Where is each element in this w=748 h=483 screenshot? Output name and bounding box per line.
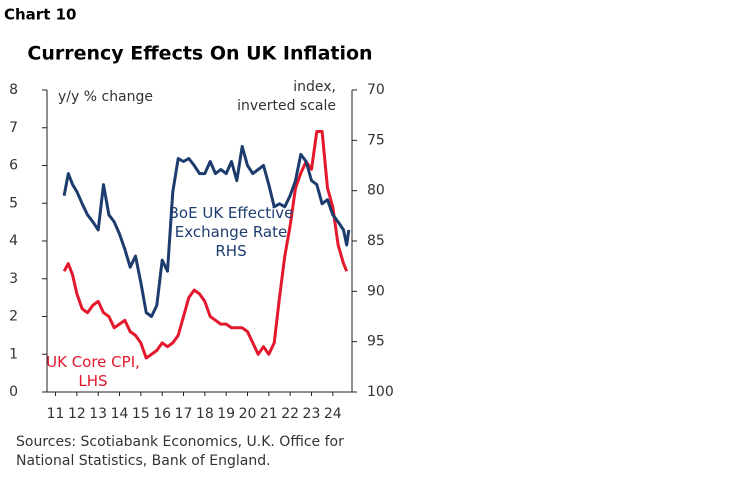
x-tick-label: 17	[175, 406, 193, 422]
x-tick-label: 22	[281, 406, 299, 422]
y-tick-label: 3	[9, 271, 18, 287]
y-tick-label: 1	[9, 346, 18, 362]
y-tick-label: 0	[9, 384, 18, 400]
y2-tick-label: 75	[367, 132, 385, 148]
x-tick-label: 20	[239, 406, 257, 422]
y-tick-label: 5	[9, 195, 18, 211]
y2-tick-label: 85	[367, 233, 385, 249]
y2-tick-label: 70	[367, 82, 385, 98]
legend-label: BoE UK Effective Exchange Rate RHS	[168, 204, 294, 260]
series-line	[62, 144, 351, 318]
y2-tick-label: 80	[367, 183, 385, 199]
y2-tick-label: 100	[367, 384, 394, 400]
x-tick-label: 11	[47, 406, 65, 422]
y-tick-label: 6	[9, 158, 18, 174]
x-tick-label: 23	[303, 406, 321, 422]
y2-axis-label: index,	[293, 79, 336, 95]
y2-tick-label: 95	[367, 334, 385, 350]
x-tick-label: 21	[260, 406, 278, 422]
x-tick-label: 13	[89, 406, 107, 422]
y-tick-label: 2	[9, 309, 18, 325]
y2-axis-label: inverted scale	[237, 98, 336, 114]
chart-label: Chart 10	[4, 6, 76, 24]
y-tick-label: 7	[9, 120, 18, 136]
y-axis-label: y/y % change	[58, 89, 153, 105]
x-tick-label: 18	[196, 406, 214, 422]
x-tick-label: 14	[111, 406, 129, 422]
y-tick-label: 4	[9, 233, 18, 249]
legend-label: UK Core CPI, LHS	[46, 353, 140, 390]
x-tick-label: 24	[324, 406, 342, 422]
x-tick-label: 19	[217, 406, 235, 422]
x-tick-label: 12	[68, 406, 86, 422]
x-tick-label: 15	[132, 406, 150, 422]
chart-title: Currency Effects On UK Inflation	[27, 43, 372, 65]
x-tick-label: 16	[153, 406, 171, 422]
y2-tick-label: 90	[367, 283, 385, 299]
series-line	[62, 130, 349, 360]
y-tick-label: 8	[9, 82, 18, 98]
sources: Sources: Scotiabank Economics, U.K. Offi…	[16, 434, 344, 469]
